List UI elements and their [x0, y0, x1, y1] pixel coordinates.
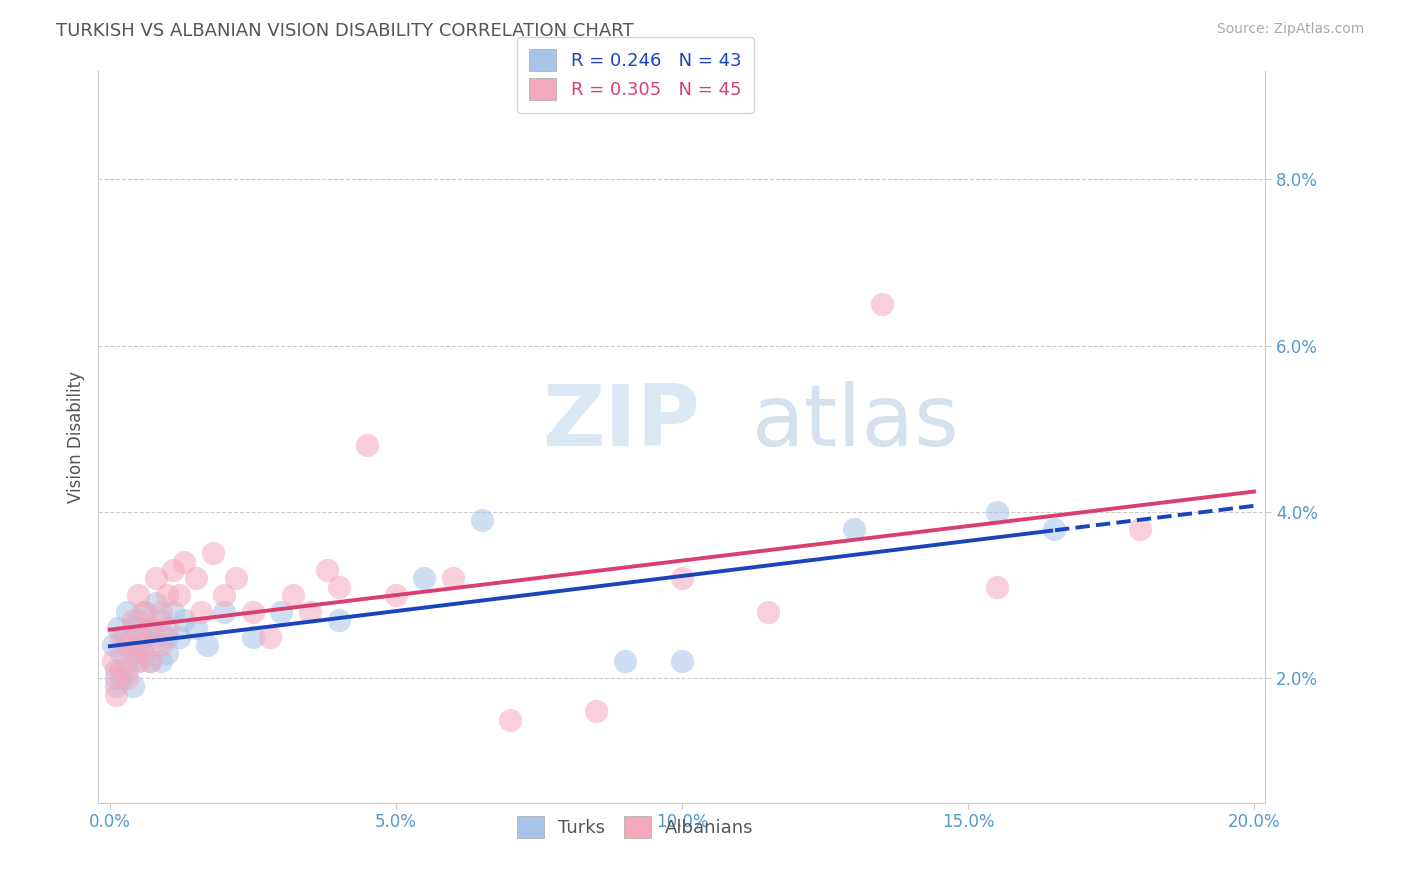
Point	[671, 655, 693, 669]
Point	[121, 621, 143, 635]
Point	[214, 588, 236, 602]
Point	[671, 571, 693, 585]
Point	[150, 638, 173, 652]
Point	[328, 613, 350, 627]
Point	[127, 613, 149, 627]
Point	[167, 588, 190, 602]
Point	[1128, 521, 1150, 535]
Point	[134, 630, 156, 644]
Point	[156, 646, 179, 660]
Legend: Turks, Albanians: Turks, Albanians	[510, 808, 761, 845]
Point	[150, 655, 173, 669]
Point	[156, 588, 179, 602]
Y-axis label: Vision Disability: Vision Disability	[66, 371, 84, 503]
Point	[413, 571, 436, 585]
Point	[134, 646, 156, 660]
Point	[121, 613, 143, 627]
Point	[134, 638, 156, 652]
Point	[299, 605, 322, 619]
Point	[139, 655, 162, 669]
Point	[195, 638, 218, 652]
Point	[150, 613, 173, 627]
Point	[499, 713, 522, 727]
Point	[870, 297, 893, 311]
Point	[127, 655, 149, 669]
Point	[145, 630, 167, 644]
Point	[110, 663, 132, 677]
Point	[127, 630, 149, 644]
Point	[173, 555, 195, 569]
Point	[328, 580, 350, 594]
Point	[184, 621, 207, 635]
Point	[121, 646, 143, 660]
Point	[127, 638, 149, 652]
Point	[471, 513, 494, 527]
Point	[127, 588, 149, 602]
Point	[121, 680, 143, 694]
Point	[134, 605, 156, 619]
Text: atlas: atlas	[752, 381, 960, 464]
Point	[167, 630, 190, 644]
Text: Source: ZipAtlas.com: Source: ZipAtlas.com	[1216, 22, 1364, 37]
Point	[115, 638, 138, 652]
Point	[281, 588, 304, 602]
Point	[986, 505, 1008, 519]
Point	[201, 546, 224, 560]
Point	[225, 571, 247, 585]
Point	[356, 438, 378, 452]
Point	[139, 655, 162, 669]
Point	[127, 655, 149, 669]
Point	[242, 605, 264, 619]
Point	[259, 630, 281, 644]
Point	[150, 605, 173, 619]
Point	[115, 671, 138, 685]
Point	[115, 663, 138, 677]
Point	[104, 680, 127, 694]
Point	[115, 638, 138, 652]
Point	[104, 688, 127, 702]
Point	[110, 630, 132, 644]
Point	[190, 605, 212, 619]
Point	[115, 605, 138, 619]
Point	[613, 655, 636, 669]
Point	[104, 663, 127, 677]
Point	[121, 646, 143, 660]
Point	[242, 630, 264, 644]
Point	[110, 671, 132, 685]
Point	[145, 596, 167, 610]
Point	[145, 571, 167, 585]
Point	[184, 571, 207, 585]
Point	[214, 605, 236, 619]
Point	[156, 630, 179, 644]
Point	[385, 588, 408, 602]
Text: ZIP: ZIP	[541, 381, 700, 464]
Point	[441, 571, 464, 585]
Point	[134, 605, 156, 619]
Point	[173, 613, 195, 627]
Point	[986, 580, 1008, 594]
Point	[162, 563, 184, 577]
Point	[756, 605, 779, 619]
Text: TURKISH VS ALBANIAN VISION DISABILITY CORRELATION CHART: TURKISH VS ALBANIAN VISION DISABILITY CO…	[56, 22, 634, 40]
Point	[101, 638, 124, 652]
Point	[112, 630, 135, 644]
Point	[110, 646, 132, 660]
Point	[107, 621, 129, 635]
Point	[585, 705, 607, 719]
Point	[270, 605, 292, 619]
Point	[156, 621, 179, 635]
Point	[139, 621, 162, 635]
Point	[162, 605, 184, 619]
Point	[101, 655, 124, 669]
Point	[842, 521, 865, 535]
Point	[104, 671, 127, 685]
Point	[1042, 521, 1064, 535]
Point	[316, 563, 339, 577]
Point	[139, 621, 162, 635]
